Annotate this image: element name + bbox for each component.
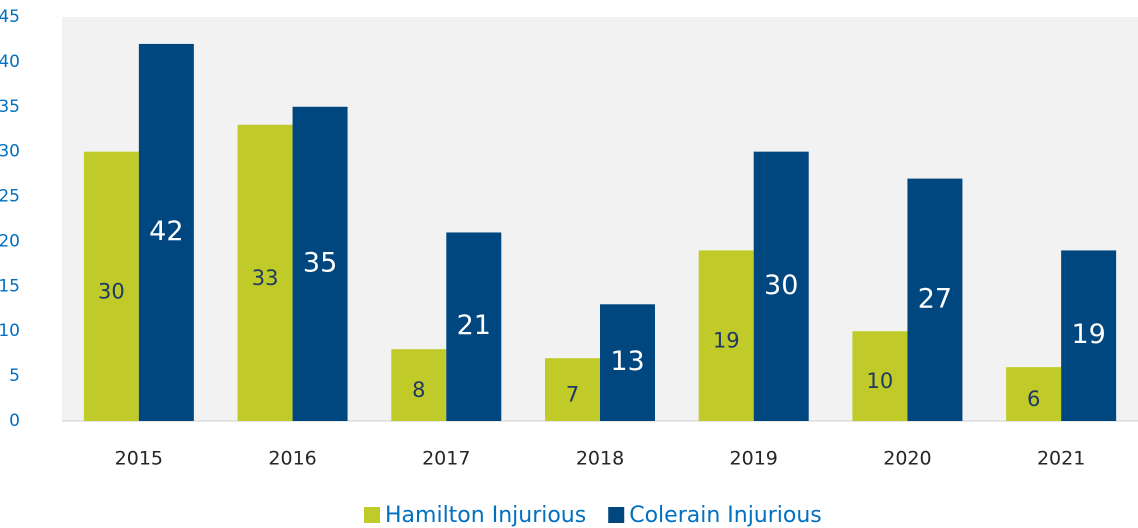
bar	[1006, 367, 1062, 421]
data-label: 13	[610, 346, 644, 377]
data-label: 19	[1071, 319, 1105, 350]
bar	[83, 151, 139, 421]
y-tick-label: 35	[0, 97, 20, 117]
bar	[1061, 250, 1117, 421]
bar	[138, 43, 194, 421]
bar	[852, 331, 908, 421]
y-tick-label: 5	[9, 366, 20, 386]
y-tick-label: 20	[0, 231, 20, 251]
legend-label: Colerain Injurious	[629, 503, 822, 528]
bar	[753, 151, 809, 421]
x-tick-label: 2018	[576, 448, 624, 470]
data-label: 19	[713, 329, 740, 353]
y-tick-label: 0	[9, 411, 20, 431]
data-label: 10	[867, 369, 894, 393]
data-label: 42	[149, 216, 183, 247]
legend-label: Hamilton Injurious	[385, 503, 586, 528]
x-tick-label: 2020	[883, 448, 931, 470]
data-label: 35	[303, 247, 337, 278]
x-tick-label: 2019	[730, 448, 778, 470]
bar	[237, 124, 293, 421]
bar	[600, 304, 655, 421]
data-label: 6	[1027, 387, 1040, 411]
bar	[545, 358, 600, 421]
y-tick-label: 30	[0, 142, 20, 162]
bar	[446, 232, 502, 421]
y-tick-label: 40	[0, 52, 20, 72]
data-label: 30	[764, 270, 798, 301]
data-label: 21	[457, 310, 491, 341]
bar	[698, 250, 754, 421]
x-tick-label: 2016	[268, 448, 316, 470]
y-tick-label: 15	[0, 276, 20, 296]
data-label: 7	[566, 383, 579, 407]
bar	[391, 349, 447, 421]
legend-swatch	[364, 507, 380, 523]
x-tick-label: 2017	[422, 448, 470, 470]
y-tick-label: 10	[0, 321, 20, 341]
data-label: 33	[252, 266, 279, 290]
x-tick-label: 2015	[115, 448, 163, 470]
data-label: 8	[412, 378, 425, 402]
data-label: 30	[98, 279, 125, 303]
x-tick-label: 2021	[1037, 448, 1085, 470]
y-tick-label: 25	[0, 187, 20, 207]
legend-swatch	[608, 507, 625, 523]
y-tick-label: 45	[0, 7, 20, 27]
data-label: 27	[918, 283, 952, 314]
bar	[907, 178, 963, 421]
bar	[292, 106, 348, 422]
